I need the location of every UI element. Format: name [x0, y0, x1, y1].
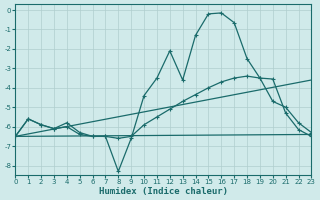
X-axis label: Humidex (Indice chaleur): Humidex (Indice chaleur) [99, 187, 228, 196]
